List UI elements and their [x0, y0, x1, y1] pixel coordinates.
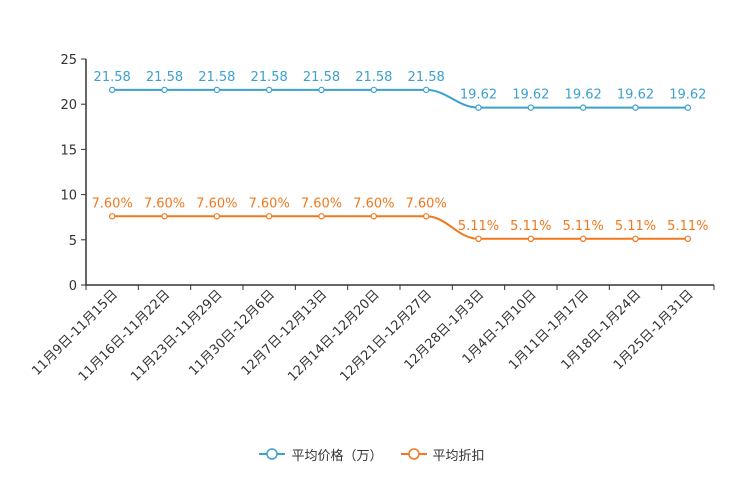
price-point [684, 104, 692, 111]
price-point [527, 104, 535, 111]
price-data-label: 21.58 [408, 70, 445, 85]
discount-point [684, 235, 692, 243]
price-data-label: 21.58 [303, 70, 340, 85]
price-point [108, 86, 116, 94]
legend-price-label: 平均价格（万） [291, 448, 383, 464]
y-tick-label: 25 [60, 53, 77, 68]
discount-data-label: 7.60% [92, 196, 133, 211]
discount-data-label: 7.60% [301, 196, 342, 211]
x-tick-label: 12月14日-12月20日 [285, 287, 382, 384]
discount-data-label: 5.11% [667, 219, 708, 234]
discount-data-label: 7.60% [144, 196, 185, 211]
legend-price-marker-icon [259, 448, 286, 460]
discount-point [579, 235, 587, 243]
legend: 平均价格（万） 平均折扣 [0, 444, 744, 464]
y-tick-label: 20 [60, 98, 77, 113]
legend-item-discount[interactable]: 平均折扣 [400, 445, 485, 464]
price-point [579, 104, 587, 111]
price-point [370, 86, 378, 94]
legend-discount-label: 平均折扣 [432, 448, 485, 464]
price-data-label: 19.62 [565, 88, 602, 103]
discount-data-label: 5.11% [615, 219, 656, 234]
discount-line [112, 215, 688, 240]
price-data-label: 21.58 [198, 70, 235, 85]
discount-point [370, 213, 378, 220]
discount-data-label: 7.60% [196, 196, 237, 211]
x-tick-label: 12月21日-12月27日 [338, 287, 435, 384]
discount-data-label: 5.11% [510, 219, 551, 234]
legend-item-price[interactable]: 平均价格（万） [259, 445, 383, 464]
discount-data-label: 5.11% [563, 219, 604, 234]
discount-point [213, 213, 221, 220]
discount-data-label: 7.60% [353, 196, 394, 211]
discount-point [161, 213, 168, 220]
y-tick-label: 15 [60, 143, 77, 158]
price-point [265, 86, 273, 94]
price-data-label: 19.62 [617, 88, 654, 103]
price-point [318, 86, 325, 94]
price-data-label: 21.58 [146, 70, 183, 85]
discount-point [632, 235, 639, 243]
price-point [632, 104, 639, 111]
discount-data-label: 5.11% [458, 219, 499, 234]
price-point [161, 86, 168, 94]
discount-point [318, 213, 325, 220]
y-tick-label: 10 [60, 189, 77, 204]
price-point [422, 86, 430, 94]
y-tick-label: 5 [69, 234, 77, 249]
series-price: 21.58 21.58 21.58 21.58 21.58 21.58 21.58 19.62… [94, 70, 706, 111]
price-data-label: 21.58 [94, 70, 131, 85]
legend-discount-marker-icon [400, 448, 427, 460]
price-line [112, 88, 688, 109]
price-data-label: 21.58 [355, 70, 392, 85]
series-discount: 7.60% 7.60% 7.60% 7.60% 7.60% 7.60% 7.60% 5.11%… [92, 196, 708, 243]
price-data-label: 19.62 [512, 88, 549, 103]
discount-point [527, 235, 535, 243]
discount-data-label: 7.60% [406, 196, 447, 211]
discount-point [422, 213, 430, 220]
discount-data-label: 7.60% [249, 196, 290, 211]
discount-point [475, 235, 482, 243]
discount-point [108, 213, 116, 220]
price-data-label: 19.62 [460, 88, 497, 103]
x-tick-label: 11月16日-11月22日 [76, 287, 173, 384]
discount-point [265, 213, 273, 220]
price-data-label: 21.58 [251, 70, 288, 85]
x-tick-label: 11月23日-11月29日 [128, 287, 225, 384]
y-tick-label: 0 [69, 279, 77, 294]
price-point [475, 104, 482, 111]
price-data-label: 19.62 [669, 88, 706, 103]
x-tick-label: 11月9日-11月15日 [29, 287, 121, 379]
price-point [213, 86, 221, 94]
